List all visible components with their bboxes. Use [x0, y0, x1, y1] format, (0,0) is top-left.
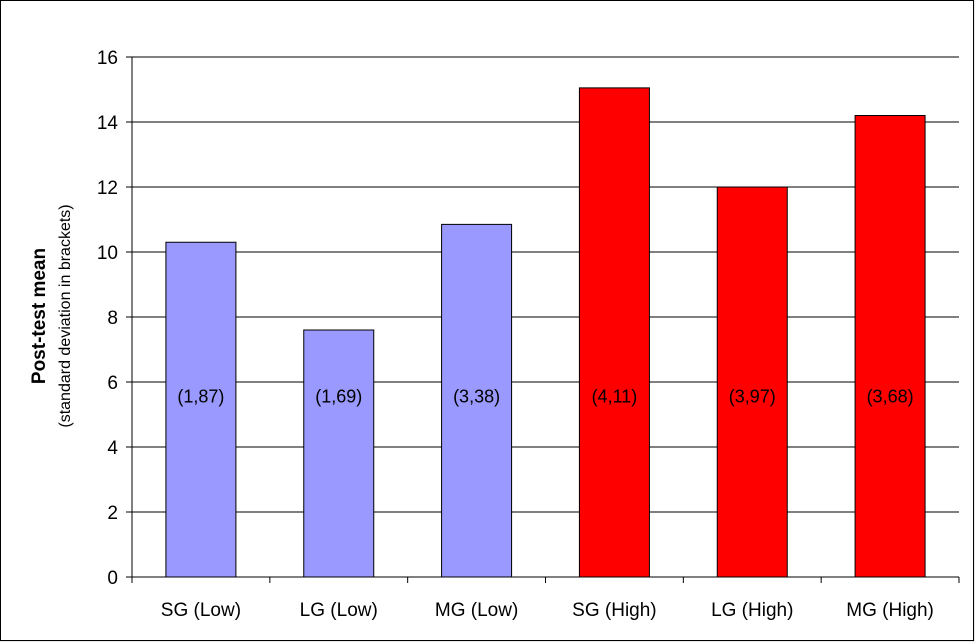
y-axis-subtitle: (standard deviation in brackets) — [57, 204, 74, 427]
bar-sd-label: (1,69) — [315, 387, 362, 407]
sd-labels: (1,87) (1,69) (3,38) (4,11) (3,97) (3,68) — [177, 387, 913, 407]
y-tick-labels: 0 2 4 6 8 10 12 14 16 — [97, 48, 119, 589]
bar-1 — [165, 241, 237, 578]
y-tick-label: 4 — [107, 438, 118, 459]
y-tick-label: 10 — [97, 243, 118, 264]
bar-3 — [441, 223, 513, 578]
x-tick-label: MG (High) — [846, 600, 934, 621]
axes — [126, 56, 960, 583]
x-tick-label: LG (Low) — [300, 600, 378, 621]
y-tick-label: 12 — [97, 178, 118, 199]
y-tick-label: 16 — [97, 48, 118, 69]
x-tick-label: LG (High) — [711, 600, 793, 621]
gridlines — [132, 56, 959, 513]
x-tick-label: MG (Low) — [435, 600, 518, 621]
y-tick-label: 6 — [107, 373, 118, 394]
bar-4 — [578, 87, 650, 578]
bar-sd-label: (3,38) — [453, 387, 500, 407]
bar-6 — [854, 115, 926, 578]
y-tick-label: 8 — [107, 308, 118, 329]
y-axis-title: Post-test mean — [29, 248, 50, 384]
y-tick-label: 2 — [107, 503, 118, 524]
bar-sd-label: (4,11) — [592, 387, 638, 407]
bar-sd-label: (1,87) — [177, 387, 224, 407]
bars — [165, 87, 926, 578]
bar-sd-label: (3,68) — [867, 387, 914, 407]
x-tick-labels: SG (Low) LG (Low) MG (Low) SG (High) LG (Hig… — [161, 600, 934, 621]
bar-sd-label: (3,97) — [729, 387, 776, 407]
y-tick-label: 0 — [107, 568, 118, 589]
bar-2 — [303, 329, 375, 578]
x-tick-label: SG (High) — [572, 600, 656, 621]
y-tick-label: 14 — [97, 113, 119, 134]
bar-5 — [716, 186, 788, 578]
x-tick-label: SG (Low) — [161, 600, 241, 621]
